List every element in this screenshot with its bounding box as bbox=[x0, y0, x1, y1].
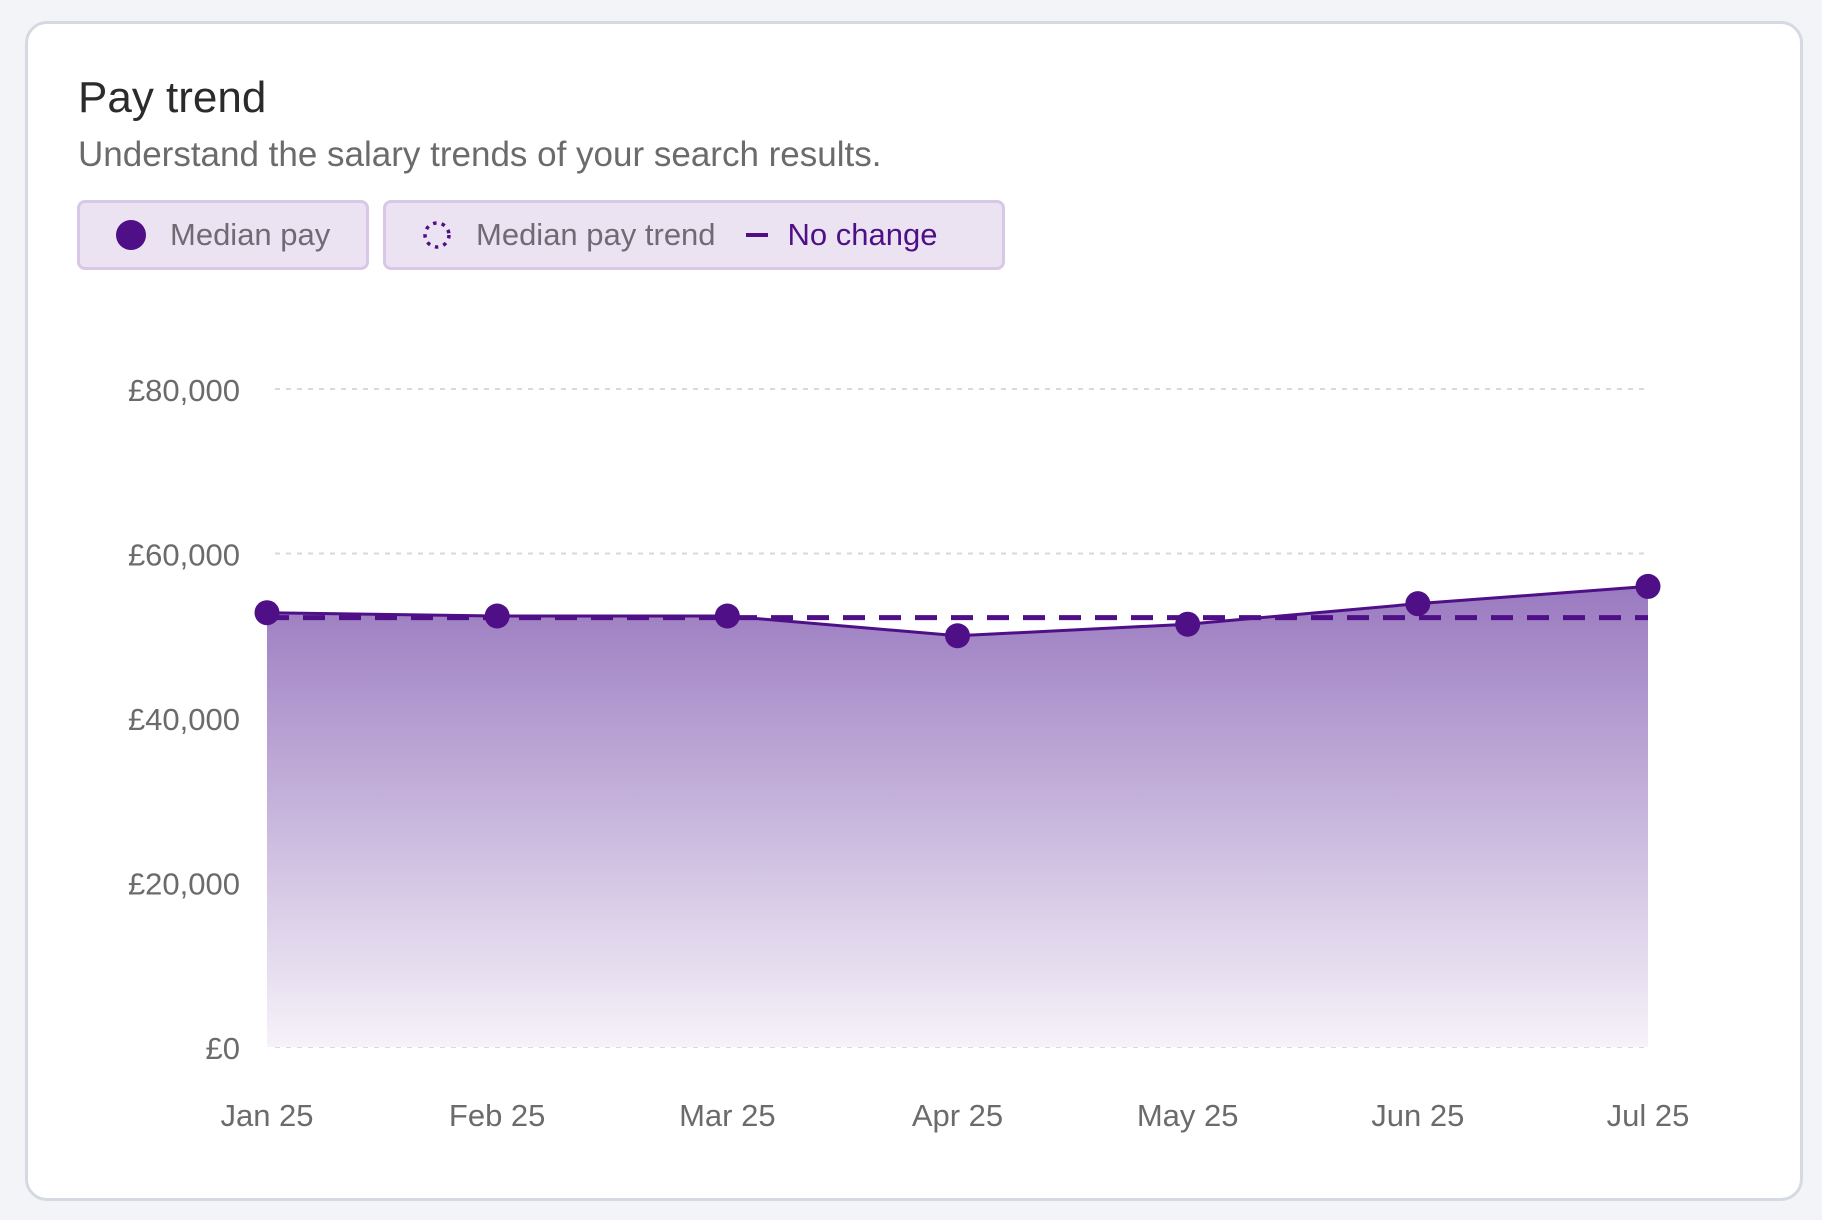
y-tick-label: £20,000 bbox=[128, 867, 240, 902]
page-title: Pay trend bbox=[78, 73, 267, 122]
legend-median-pay-label: Median pay bbox=[170, 217, 331, 252]
y-tick-label: £60,000 bbox=[128, 538, 240, 573]
x-tick-label: Jan 25 bbox=[220, 1098, 313, 1133]
dash-icon bbox=[745, 233, 768, 237]
y-tick-label: £40,000 bbox=[128, 702, 240, 737]
y-tick-label: £0 bbox=[206, 1031, 240, 1066]
median-pay-point bbox=[714, 603, 740, 629]
x-axis-ticks: Jan 25 Feb 25 Mar 25 Apr 25 May 25 Jun 25 Jul … bbox=[220, 1098, 1689, 1133]
x-tick-label: Apr 25 bbox=[912, 1098, 1003, 1133]
median-pay-point bbox=[1175, 611, 1201, 637]
x-tick-label: Mar 25 bbox=[679, 1098, 775, 1133]
median-pay-point bbox=[484, 603, 510, 629]
y-axis-ticks: £0 £20,000 £40,000 £60,000 £80,000 bbox=[128, 373, 240, 1066]
area-fill bbox=[267, 586, 1648, 1047]
chart-legend: Median pay Median pay trend No change bbox=[77, 200, 1005, 270]
median-pay-point bbox=[1635, 573, 1661, 599]
trend-change-label: No change bbox=[787, 217, 938, 252]
median-pay-area bbox=[267, 586, 1648, 1047]
legend-median-pay-trend-label: Median pay trend bbox=[476, 217, 716, 252]
x-tick-label: Feb 25 bbox=[449, 1098, 546, 1133]
dotted-circle-icon bbox=[423, 221, 451, 249]
x-tick-label: Jul 25 bbox=[1607, 1098, 1690, 1133]
median-pay-point bbox=[945, 623, 970, 649]
median-pay-point bbox=[254, 600, 280, 626]
filled-circle-icon bbox=[116, 220, 146, 250]
median-points bbox=[254, 573, 1661, 649]
legend-median-pay[interactable]: Median pay bbox=[77, 200, 369, 270]
legend-median-pay-trend[interactable]: Median pay trend No change bbox=[383, 200, 1005, 270]
x-tick-label: Jun 25 bbox=[1371, 1098, 1464, 1133]
page-subtitle: Understand the salary trends of your sea… bbox=[78, 135, 882, 174]
median-pay-point bbox=[1405, 591, 1431, 617]
x-tick-label: May 25 bbox=[1137, 1098, 1239, 1133]
y-tick-label: £80,000 bbox=[128, 373, 240, 408]
